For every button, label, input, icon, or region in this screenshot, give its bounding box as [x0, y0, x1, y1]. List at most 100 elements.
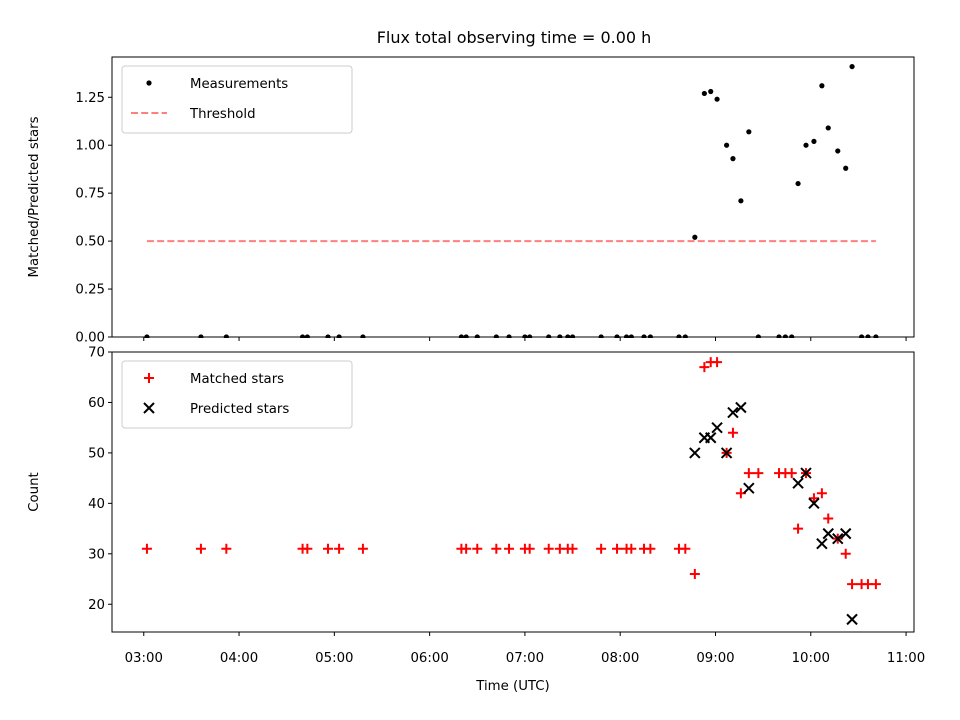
measurement-point	[811, 138, 817, 144]
bottom-panel: 20 30 40 50 60 70 03:00 04:00 05:00 06:00 07:00 08:…	[27, 346, 925, 695]
x-tick-label: 04:00	[220, 651, 258, 666]
predicted-point	[727, 406, 739, 419]
legend: Matched stars Predicted stars	[121, 360, 353, 429]
measurement-point	[304, 334, 310, 338]
matched-point	[543, 543, 554, 554]
measurement-point	[849, 63, 855, 70]
y-tick-label: 0.25	[75, 283, 105, 298]
y-axis-label: Matched/Predicted stars	[27, 116, 42, 277]
measurement-point	[776, 334, 782, 338]
y-tick-label: 40	[88, 497, 105, 512]
matched-point	[743, 468, 754, 479]
measurement-point	[527, 334, 533, 338]
measurement-point	[714, 96, 720, 102]
predicted-point	[800, 467, 812, 479]
matched-point	[689, 568, 700, 579]
axes-frame	[111, 351, 915, 633]
matched-point	[504, 543, 515, 554]
matched-point	[793, 523, 804, 534]
top-panel: 0.00 0.25 0.50 0.75 1.00 1.25 Matched/Predicte…	[27, 56, 915, 346]
matched-point	[357, 543, 368, 554]
measurement-point	[782, 334, 788, 338]
predicted-point	[822, 527, 834, 540]
matched-point	[334, 543, 345, 554]
measurement-point	[628, 334, 634, 338]
measurement-point	[835, 148, 841, 154]
matched-point	[141, 543, 152, 554]
matched-point	[680, 543, 691, 554]
y-tick-label: 20	[88, 598, 105, 613]
legend-label: Predicted stars	[190, 402, 289, 417]
predicted-point	[689, 447, 701, 459]
measurement-point	[641, 334, 647, 338]
plot-area	[144, 63, 879, 338]
measurement-point	[708, 88, 714, 95]
x-axis-label: Time (UTC)	[475, 679, 550, 694]
measurement-point	[789, 334, 795, 338]
measurement-point	[458, 334, 464, 338]
matched-point	[472, 543, 483, 554]
measurement-point	[325, 334, 331, 338]
matched-point	[567, 543, 578, 554]
plot-area	[141, 357, 881, 626]
measurement-point	[336, 334, 342, 338]
measurement-point	[546, 334, 552, 338]
y-tick-label: 1.00	[75, 139, 105, 154]
chart-title: Flux total observing time = 0.00 h	[377, 28, 652, 47]
matched-point	[727, 427, 738, 438]
matched-point	[840, 548, 851, 559]
legend-x-swatch	[143, 402, 155, 414]
measurement-point	[144, 334, 150, 338]
matched-point	[461, 543, 472, 554]
matched-point	[645, 543, 656, 554]
measurement-point	[474, 334, 480, 338]
measurement-point	[565, 334, 571, 338]
predicted-point	[711, 421, 723, 434]
y-tick-label: 0.75	[75, 187, 105, 202]
y-tick-label: 50	[88, 446, 105, 461]
y-tick-label: 1.25	[75, 91, 105, 106]
matched-point	[626, 543, 637, 554]
y-tick-label: 0.00	[75, 331, 105, 346]
measurement-point	[506, 334, 512, 338]
measurement-point	[738, 198, 744, 204]
y-tick-label: 0.50	[75, 235, 105, 250]
matched-point	[491, 543, 502, 554]
matched-point	[524, 543, 535, 554]
measurement-point	[557, 334, 563, 338]
predicted-point	[743, 482, 755, 494]
y-tick-label: 70	[88, 346, 105, 361]
legend-label: Threshold	[189, 107, 256, 122]
measurement-point	[569, 334, 576, 338]
predicted-point	[792, 477, 804, 489]
measurement-point	[692, 234, 698, 240]
measurement-point	[463, 334, 469, 338]
x-tick-label: 09:00	[696, 651, 734, 666]
measurement-point	[676, 334, 682, 338]
measurement-point	[598, 334, 604, 338]
measurement-point	[825, 125, 831, 131]
matched-point	[195, 543, 206, 554]
series-matched-stars	[141, 357, 881, 590]
measurement-point	[873, 334, 879, 338]
matched-point	[753, 468, 764, 479]
measurement-point	[614, 334, 620, 338]
measurement-point	[360, 334, 366, 338]
predicted-point	[705, 432, 717, 444]
legend-box	[121, 65, 353, 134]
y-tick-label: 30	[88, 547, 105, 562]
measurement-point	[682, 334, 688, 338]
legend: Measurements Threshold	[121, 65, 353, 134]
series-predicted-stars	[689, 401, 858, 626]
measurement-point	[730, 156, 736, 162]
measurement-point	[755, 334, 761, 338]
matched-point	[786, 468, 797, 479]
matched-point	[847, 579, 858, 590]
measurement-point	[724, 142, 730, 148]
y-tick-label: 60	[88, 396, 105, 411]
predicted-point	[735, 401, 747, 414]
measurement-point	[198, 334, 204, 338]
measurement-point	[865, 334, 871, 338]
legend-dot-swatch	[146, 80, 152, 86]
